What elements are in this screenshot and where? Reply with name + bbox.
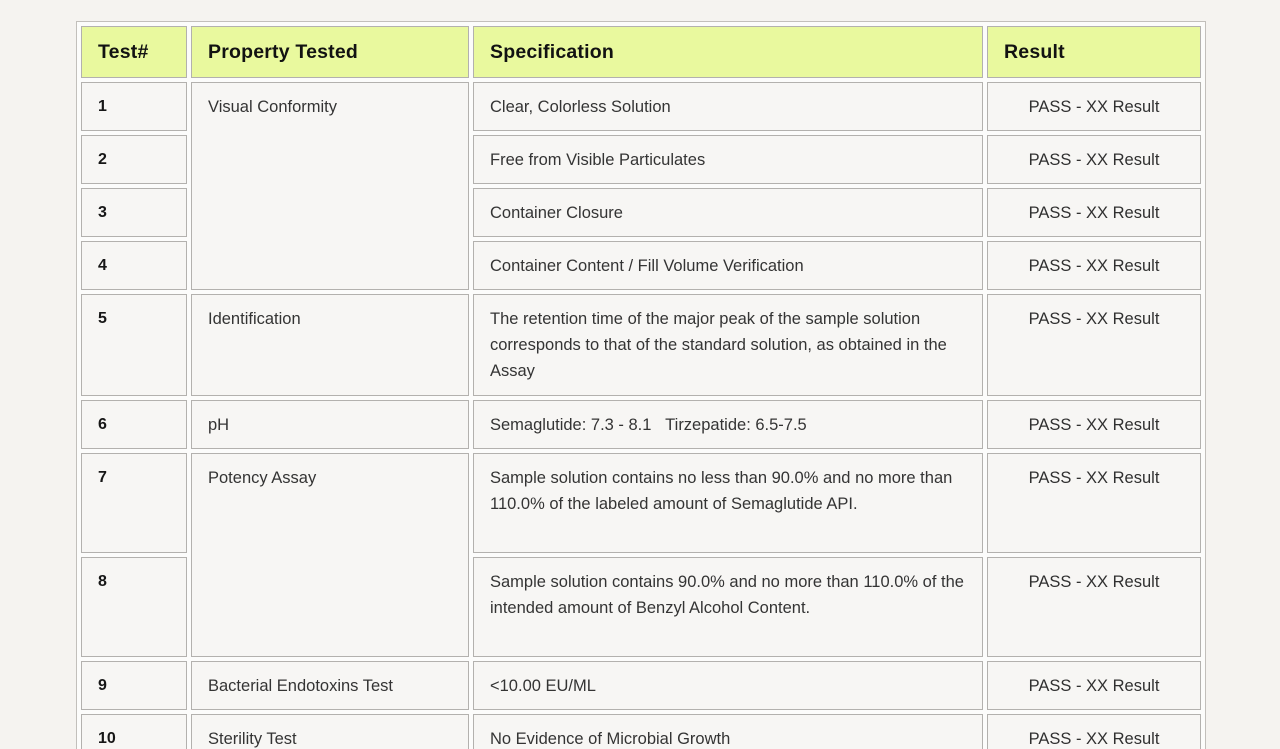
result-cell: PASS - XX Result (987, 82, 1201, 131)
table-row: 6 pH Semaglutide: 7.3 - 8.1 Tirzepatide:… (81, 400, 1201, 449)
table-row: 9 Bacterial Endotoxins Test <10.00 EU/ML… (81, 661, 1201, 710)
column-header-test-no: Test# (81, 26, 187, 78)
test-number-cell: 6 (81, 400, 187, 449)
certificate-of-analysis-table: Test# Property Tested Specification Resu… (76, 21, 1206, 749)
property-cell: Potency Assay (191, 453, 469, 657)
property-cell: Identification (191, 294, 469, 396)
property-cell: Bacterial Endotoxins Test (191, 661, 469, 710)
result-cell: PASS - XX Result (987, 661, 1201, 710)
result-cell: PASS - XX Result (987, 453, 1201, 553)
table-row: 7 Potency Assay Sample solution contains… (81, 453, 1201, 657)
table-row: 1 Visual Conformity Clear, Colorless Sol… (81, 82, 1201, 290)
table-row: 4 Container Content / Fill Volume Verifi… (81, 241, 1201, 290)
specification-cell: No Evidence of Microbial Growth (473, 714, 983, 749)
specification-cell: Sample solution contains 90.0% and no mo… (473, 557, 983, 657)
test-number-cell: 10 (81, 714, 187, 749)
column-header-specification: Specification (473, 26, 983, 78)
header-row: Test# Property Tested Specification Resu… (81, 26, 1201, 78)
table-row: 10 Sterility Test No Evidence of Microbi… (81, 714, 1201, 749)
test-number-cell: 8 (81, 557, 187, 657)
result-cell: PASS - XX Result (987, 241, 1201, 290)
specification-cell: Container Content / Fill Volume Verifica… (473, 241, 983, 290)
result-cell: PASS - XX Result (987, 294, 1201, 396)
test-number-cell: 1 (81, 82, 187, 131)
specification-cell: The retention time of the major peak of … (473, 294, 983, 396)
column-header-property: Property Tested (191, 26, 469, 78)
specification-cell: Free from Visible Particulates (473, 135, 983, 184)
property-cell: Visual Conformity (191, 82, 469, 290)
specification-cell: Sample solution contains no less than 90… (473, 453, 983, 553)
test-number-cell: 9 (81, 661, 187, 710)
specification-cell: Container Closure (473, 188, 983, 237)
table-row: 3 Container Closure PASS - XX Result (81, 188, 1201, 237)
table-row: 8 Sample solution contains 90.0% and no … (81, 557, 1201, 657)
table-row: 5 Identification The retention time of t… (81, 294, 1201, 396)
specification-cell: <10.00 EU/ML (473, 661, 983, 710)
column-header-result: Result (987, 26, 1201, 78)
test-number-cell: 4 (81, 241, 187, 290)
test-number-cell: 2 (81, 135, 187, 184)
specification-cell: Clear, Colorless Solution (473, 82, 983, 131)
property-cell: Sterility Test (191, 714, 469, 749)
test-number-cell: 5 (81, 294, 187, 396)
result-cell: PASS - XX Result (987, 135, 1201, 184)
table-row: 2 Free from Visible Particulates PASS - … (81, 135, 1201, 184)
result-cell: PASS - XX Result (987, 714, 1201, 749)
result-cell: PASS - XX Result (987, 188, 1201, 237)
test-number-cell: 3 (81, 188, 187, 237)
property-cell: pH (191, 400, 469, 449)
result-cell: PASS - XX Result (987, 400, 1201, 449)
specification-cell: Semaglutide: 7.3 - 8.1 Tirzepatide: 6.5-… (473, 400, 983, 449)
result-cell: PASS - XX Result (987, 557, 1201, 657)
test-number-cell: 7 (81, 453, 187, 553)
